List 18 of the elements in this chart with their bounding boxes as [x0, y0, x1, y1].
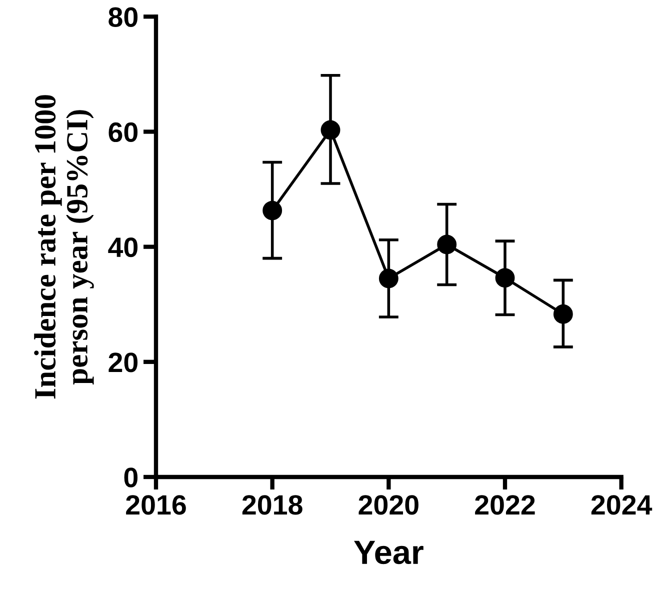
x-axis-title: Year: [354, 540, 424, 564]
y-tick-label: 20: [108, 352, 138, 372]
x-tick-label: 2024: [591, 495, 652, 515]
y-tick-label: 0: [124, 468, 138, 488]
point: [495, 268, 515, 288]
x-tick-label: 2018: [242, 495, 302, 515]
y-axis-title: Incidence rate per 1000 person year (95%CI): [34, 95, 94, 399]
y-tick-label: 80: [108, 7, 138, 27]
y-tick-label: 40: [108, 237, 138, 258]
point: [262, 200, 282, 220]
x-tick-label: 2020: [358, 495, 418, 515]
point: [437, 234, 457, 254]
point: [553, 304, 573, 324]
point: [320, 120, 340, 140]
y-tick-label: 60: [108, 122, 138, 142]
point: [378, 268, 398, 288]
x-tick-label: 2022: [475, 495, 535, 515]
x-tick-label: 2016: [126, 495, 186, 515]
